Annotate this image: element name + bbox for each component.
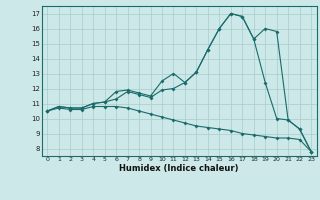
X-axis label: Humidex (Indice chaleur): Humidex (Indice chaleur) xyxy=(119,164,239,173)
